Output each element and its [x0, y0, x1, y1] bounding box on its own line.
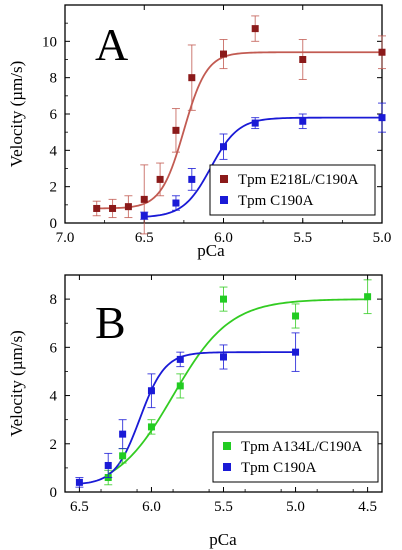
data-point-series-1 — [292, 312, 300, 320]
data-point-series-2 — [176, 355, 184, 363]
legend-marker — [220, 196, 228, 204]
data-point-series-1 — [378, 48, 386, 56]
data-point-series-2 — [378, 114, 386, 122]
data-point-series-1 — [299, 56, 307, 63]
x-tick-label: 5.5 — [214, 499, 233, 515]
x-axis-label: pCa — [197, 241, 225, 260]
data-point-series-1 — [93, 204, 101, 212]
y-tick-label: 2 — [50, 180, 58, 196]
legend-marker — [223, 463, 231, 471]
data-point-series-1 — [176, 382, 184, 390]
data-point-series-2 — [119, 430, 127, 438]
y-axis-label: Velocity (µm/s) — [7, 330, 26, 437]
data-point-series-1 — [220, 295, 227, 303]
x-tick-label: 5.0 — [373, 230, 392, 246]
fit-curve-series-2 — [144, 116, 382, 218]
legend: Tpm E218L/C190A Tpm C190A — [209, 164, 376, 216]
data-point-series-1 — [220, 50, 227, 58]
y-axis-label: Velocity (µm/s) — [7, 61, 26, 168]
y-tick-label: 6 — [50, 340, 58, 356]
data-point-series-2 — [104, 461, 112, 469]
x-axis-label: pCa — [209, 530, 237, 549]
data-point-series-2 — [220, 143, 227, 151]
legend-marker — [220, 175, 228, 183]
data-point-series-1 — [364, 293, 372, 301]
y-tick-label: 4 — [50, 389, 58, 405]
y-tick-label: 6 — [50, 107, 58, 123]
data-point-series-1 — [251, 25, 259, 33]
legend-label: Tpm C190A — [238, 193, 314, 209]
x-tick-label: 6.5 — [135, 230, 154, 246]
chart-panel-b: 6.5 6.0 5.5 5.0 4.5 0 2 4 6 8 pCa Velocity (µm/s) B T… — [7, 274, 383, 549]
data-point-series-2 — [140, 212, 148, 220]
legend-marker — [223, 442, 231, 450]
x-tick-label: 5.5 — [293, 230, 312, 246]
data-point-series-2 — [299, 117, 307, 125]
legend-box — [212, 431, 379, 483]
data-point-series-2 — [292, 348, 300, 356]
data-point-series-2 — [220, 353, 227, 361]
data-point-series-1 — [119, 452, 127, 460]
data-point-series-2 — [172, 199, 180, 207]
legend-label: Tpm A134L/C190A — [241, 439, 362, 455]
y-tick-label: 4 — [50, 143, 58, 159]
y-tick-label: 0 — [50, 216, 58, 232]
data-point-series-1 — [140, 195, 148, 203]
x-tick-label: 5.0 — [286, 499, 305, 515]
panel-label: B — [95, 297, 126, 348]
data-point-series-2 — [251, 119, 259, 127]
panel-label: A — [95, 19, 128, 70]
data-point-series-1 — [109, 204, 117, 212]
data-point-series-2 — [188, 175, 196, 183]
y-tick-label: 10 — [42, 34, 57, 50]
x-tick-label: 6.0 — [142, 499, 161, 515]
fit-curve-series-2 — [78, 351, 297, 485]
legend: Tpm A134L/C190A Tpm C190A — [212, 431, 379, 483]
data-point-series-1 — [147, 423, 155, 431]
y-tick-label: 8 — [50, 292, 58, 308]
chart-panel-a: 7.0 6.5 6.0 5.5 5.0 0 2 4 6 8 10 pCa Velocity (µm/s)… — [7, 4, 392, 260]
data-point-series-1 — [172, 126, 180, 134]
data-point-series-2 — [147, 387, 155, 395]
x-tick-label: 6.5 — [70, 499, 89, 515]
data-point-series-1 — [124, 203, 132, 211]
y-tick-label: 2 — [50, 437, 58, 453]
y-tick-label: 8 — [50, 71, 58, 87]
data-point-series-2 — [75, 478, 83, 486]
data-point-series-1 — [188, 74, 196, 82]
legend-box — [209, 164, 376, 216]
y-tick-label: 0 — [50, 485, 58, 501]
x-tick-label: 7.0 — [56, 230, 75, 246]
legend-label: Tpm E218L/C190A — [238, 172, 359, 188]
data-point-series-1 — [156, 175, 164, 183]
x-tick-label: 4.5 — [358, 499, 377, 515]
legend-label: Tpm C190A — [241, 460, 317, 476]
x-tick-label: 6.0 — [214, 230, 233, 246]
